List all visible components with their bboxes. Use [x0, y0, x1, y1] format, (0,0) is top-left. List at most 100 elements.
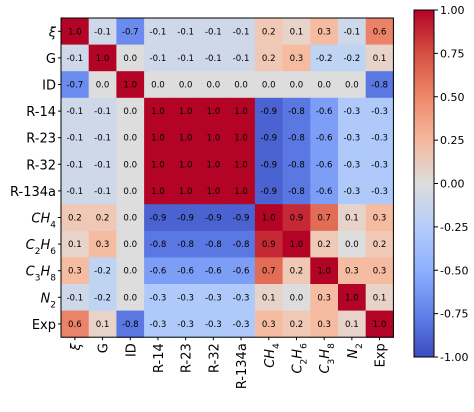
heatmap-cell [282, 97, 311, 125]
cell-value-label: 0.2 [262, 54, 276, 64]
heatmap-cell [171, 71, 201, 99]
heatmap-cell [199, 71, 228, 99]
cell-value-label: -0.3 [205, 320, 222, 330]
heatmap-cell [144, 151, 173, 179]
heatmap-cell [61, 310, 90, 338]
colorbar-tick-labels: 1.00 0.75 0.50 0.25 0.00 -0.25 -0.50 -0.75 -1.00 [434, 4, 468, 364]
heatmap-cell [144, 257, 173, 285]
cell-value-label: 0.0 [179, 81, 193, 91]
column-tick-label: N2 [346, 343, 365, 358]
colorbar-tick-label: -1.00 [440, 351, 468, 364]
cell-value-label: 0.3 [317, 293, 331, 303]
cell-value-label: 0.6 [373, 27, 387, 37]
heatmap-cell [365, 257, 394, 285]
heatmap-cell [365, 71, 394, 99]
heatmap-cell [88, 284, 117, 312]
cell-value-label: -0.3 [177, 293, 194, 303]
heatmap-cell [282, 204, 311, 232]
cell-value-label: 0.0 [123, 214, 137, 224]
cell-value-label: -0.8 [288, 107, 305, 117]
cell-value-label: -0.6 [316, 107, 333, 117]
cell-value-label: -0.8 [288, 160, 305, 170]
cell-value-label: 0.3 [68, 267, 82, 277]
heatmap-cell [338, 97, 367, 125]
cell-value-label: 0.2 [96, 214, 110, 224]
heatmap-cell [365, 230, 394, 258]
heatmap-cell [171, 151, 201, 179]
heatmap-cell [338, 310, 367, 338]
heatmap-cell [254, 284, 284, 312]
column-tick-label: ξ [69, 342, 84, 351]
heatmap-cell [254, 177, 284, 205]
cell-value-label: -0.9 [260, 107, 277, 117]
cell-value-label: -0.9 [260, 134, 277, 144]
cell-value-label: -0.8 [205, 240, 222, 250]
heatmap-cell [61, 177, 90, 205]
cell-value-label: 0.0 [234, 81, 248, 91]
cell-value-label: 0.2 [290, 320, 304, 330]
heatmap-cell [199, 257, 228, 285]
cell-value-label: 0.7 [262, 267, 276, 277]
heatmap-cell [144, 310, 173, 338]
heatmap-cell [88, 44, 117, 72]
column-tick-labels: ξ G ID R-14 R-23 R-32 R-134a CH4 C2H6 C3H8 N2 Exp [69, 337, 389, 389]
cell-value-label: 0.2 [373, 240, 387, 250]
heatmap-cell [61, 230, 90, 258]
cell-value-label: -0.7 [122, 27, 139, 37]
cell-value-label: -0.2 [316, 54, 333, 64]
row-tick-label: C2H6 [26, 238, 57, 257]
row-tick-label: N2 [41, 291, 56, 310]
heatmap-cell [365, 97, 394, 125]
cell-value-label: -0.8 [371, 81, 388, 91]
heatmap-cell [282, 44, 311, 72]
heatmap-cell [171, 230, 201, 258]
cell-value-label: 0.0 [207, 81, 221, 91]
cell-value-label: -0.6 [205, 267, 222, 277]
cell-value-label: 1.0 [68, 27, 82, 37]
heatmap-cell [116, 257, 145, 285]
heatmap-cell [61, 97, 90, 125]
colorbar-tick-label: -0.25 [440, 221, 468, 234]
cell-value-label: 1.0 [262, 214, 276, 224]
cell-value-label: 0.2 [290, 267, 304, 277]
cell-value-label: -0.6 [150, 267, 167, 277]
colorbar-tick-label: 0.25 [440, 134, 465, 147]
column-tick-label: G [97, 343, 112, 353]
heatmap-cell [116, 204, 145, 232]
cell-value-label: -0.9 [177, 214, 194, 224]
cell-value-label: -0.3 [371, 160, 388, 170]
heatmap-cell [338, 230, 367, 258]
heatmap-cell [199, 18, 228, 46]
cell-value-label: -0.1 [205, 54, 222, 64]
heatmap-cell [116, 230, 145, 258]
cell-value-label: 1.0 [179, 187, 193, 197]
heatmap-cell [365, 177, 394, 205]
heatmap-cell [310, 44, 339, 72]
heatmap-cell [199, 230, 228, 258]
cell-value-label: -0.8 [288, 134, 305, 144]
heatmap-cell [365, 18, 394, 46]
heatmap-cell [227, 124, 256, 152]
colorbar-tick-label: 0.00 [440, 178, 465, 191]
cell-value-label: 0.0 [151, 81, 165, 91]
heatmap-cell [254, 71, 284, 99]
cell-value-label: -0.3 [233, 293, 250, 303]
cell-value-label: 0.0 [123, 240, 137, 250]
cell-value-label: 0.0 [123, 160, 137, 170]
cell-value-label: 0.1 [373, 54, 387, 64]
heatmap-cell [88, 177, 117, 205]
heatmap-cell [338, 44, 367, 72]
heatmap-cell [338, 124, 367, 152]
cell-value-label: -0.1 [177, 27, 194, 37]
heatmap-cell [88, 310, 117, 338]
cell-value-label: 1.0 [179, 107, 193, 117]
heatmap-cell [116, 284, 145, 312]
cell-value-label: 0.1 [96, 320, 110, 330]
heatmap-cell [338, 18, 367, 46]
cell-value-label: -0.9 [260, 160, 277, 170]
heatmap-cell [88, 230, 117, 258]
heatmap-cell [365, 44, 394, 72]
heatmap-cell [171, 204, 201, 232]
heatmap-cell [254, 310, 284, 338]
heatmap-cell [338, 257, 367, 285]
